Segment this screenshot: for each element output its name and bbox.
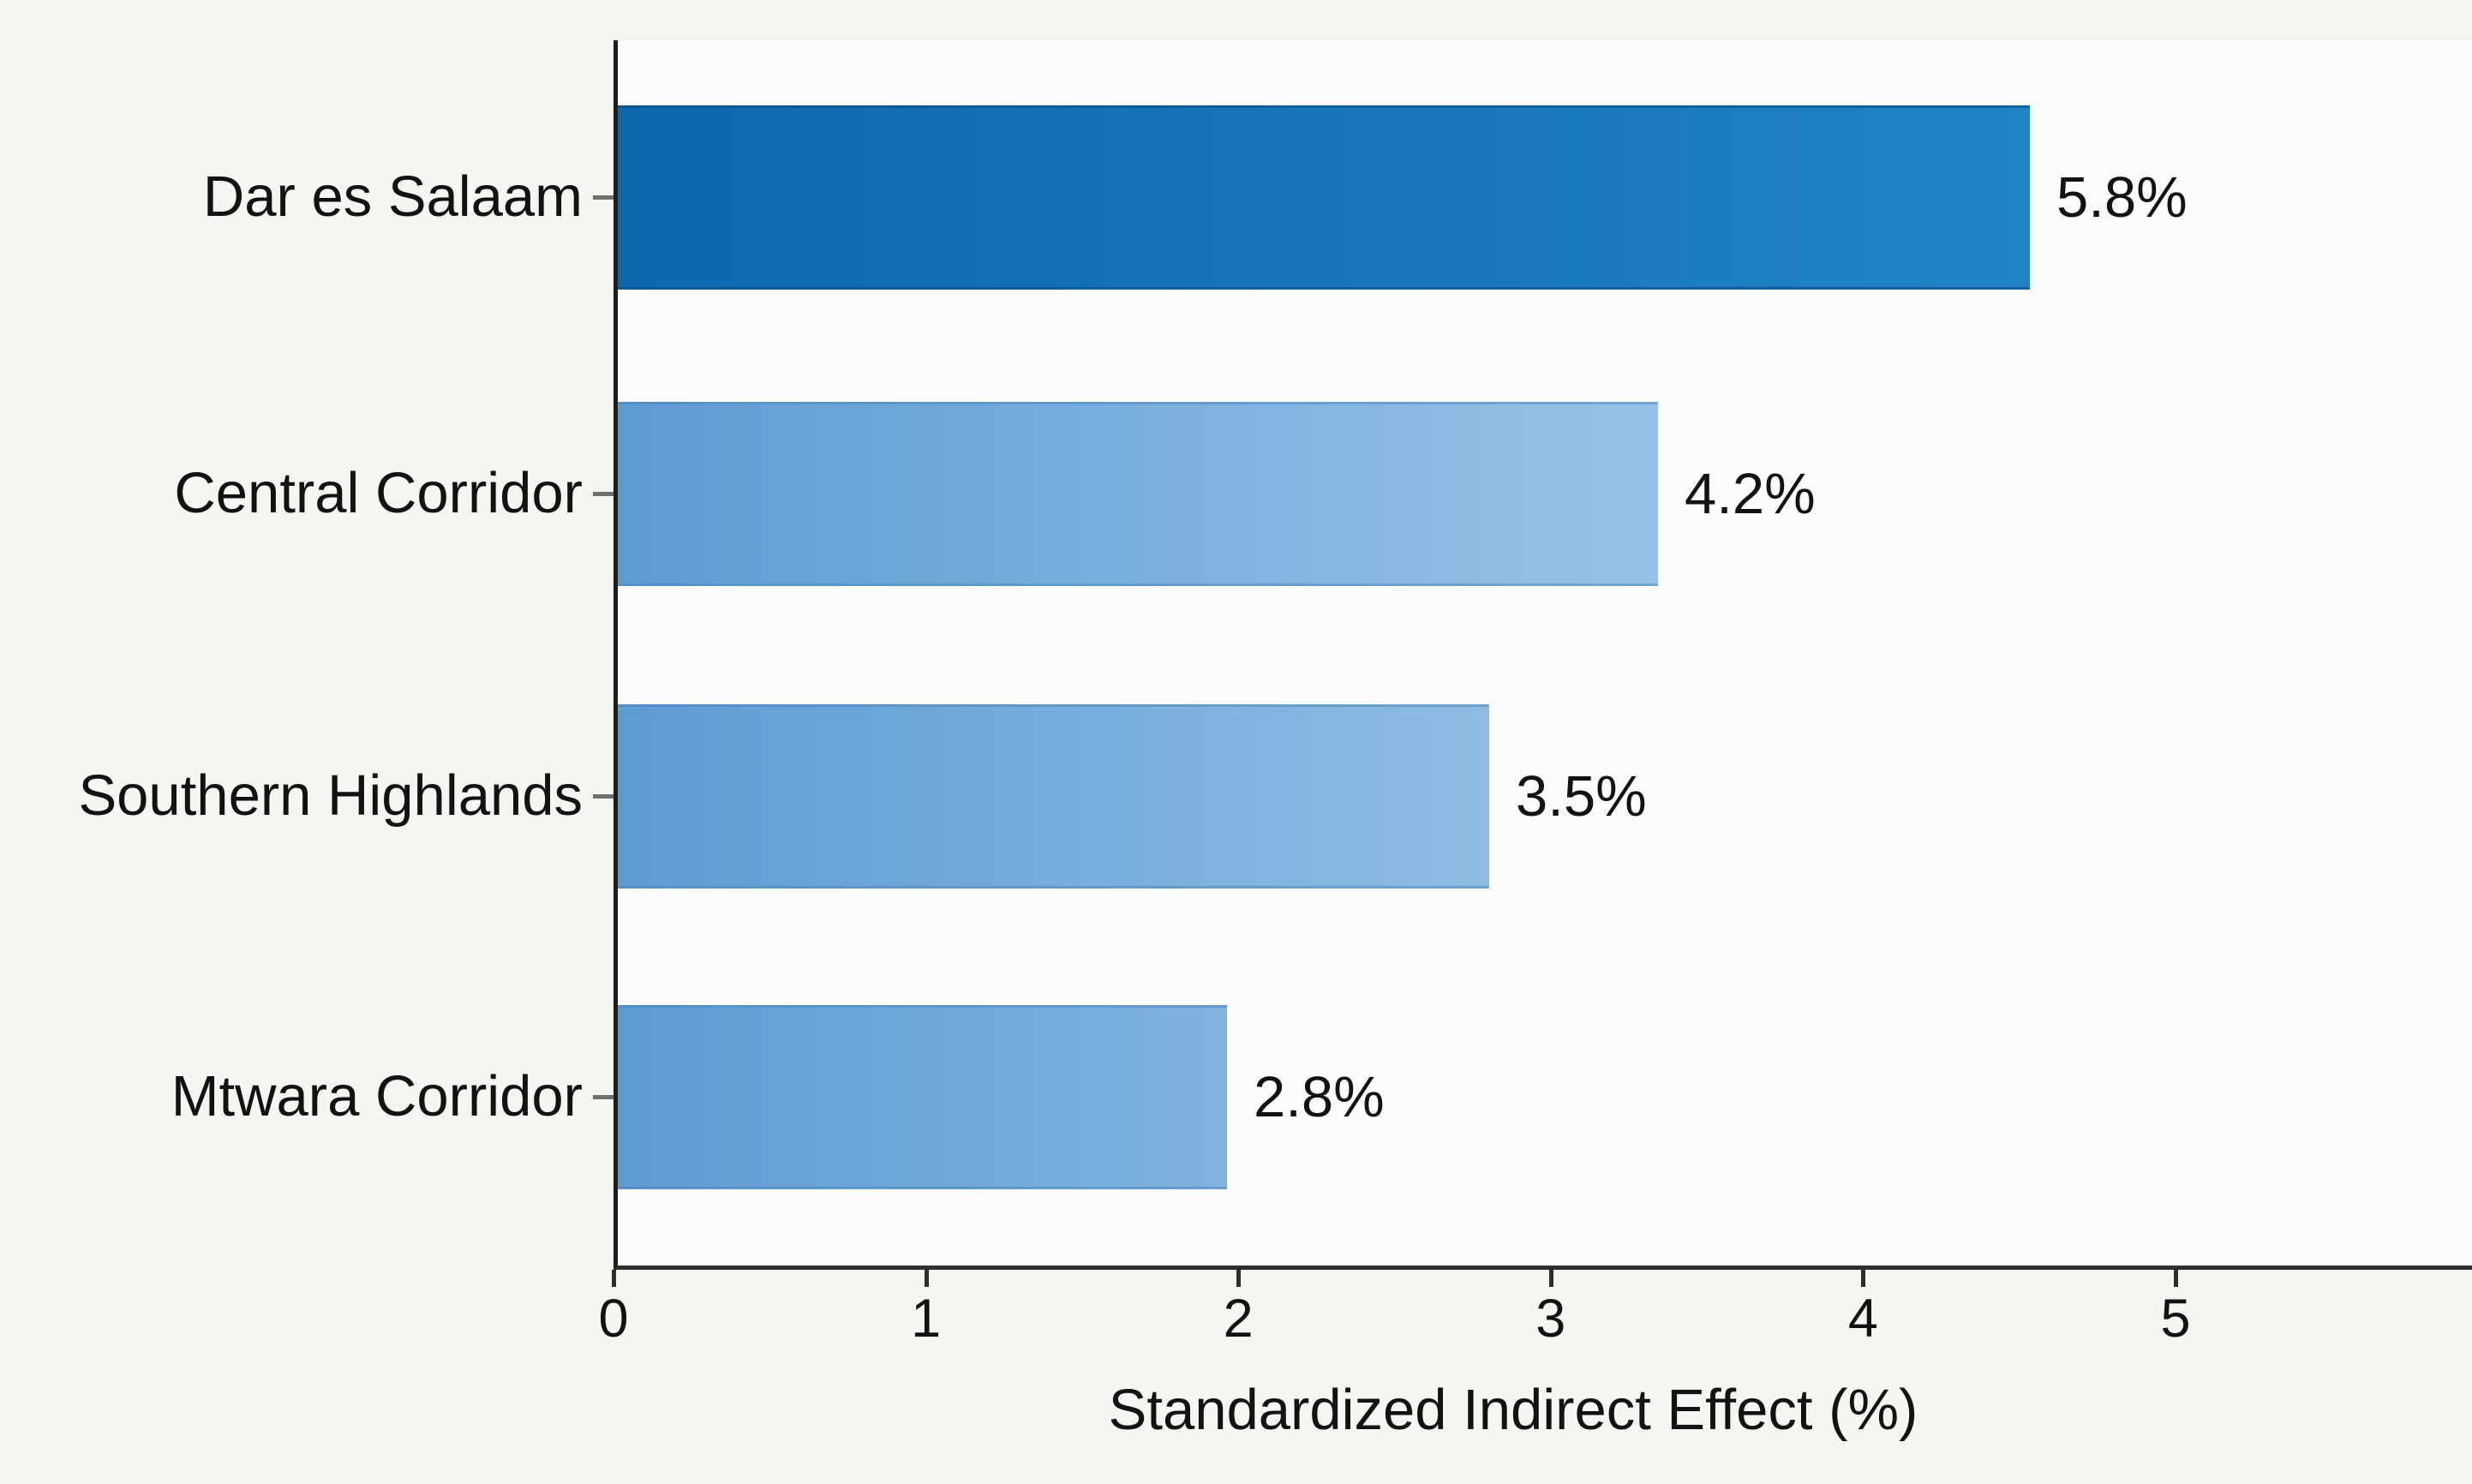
x-tick-label: 3 [1535, 1289, 1566, 1349]
x-tick-mark [612, 1270, 616, 1287]
y-tick-mark [593, 794, 614, 799]
x-tick-label: 0 [598, 1289, 629, 1349]
x-tick-mark [1548, 1270, 1553, 1287]
x-tick-label: 4 [1847, 1289, 1878, 1349]
category-label: Southern Highlands [78, 763, 583, 828]
y-tick-mark [593, 1095, 614, 1099]
bar-value-label: 4.2% [1685, 462, 1816, 526]
x-tick-label: 1 [911, 1289, 942, 1349]
bar-value-label: 3.5% [1516, 764, 1647, 829]
x-tick-label: 5 [2160, 1289, 2191, 1349]
y-tick-mark [593, 492, 614, 496]
category-label: Mtwara Corridor [171, 1064, 583, 1128]
x-tick-mark [2174, 1270, 2178, 1287]
y-tick-mark [593, 195, 614, 200]
bar-value-label: 2.8% [1254, 1065, 1385, 1129]
plot-area [614, 40, 2472, 1270]
category-label: Central Corridor [174, 461, 583, 525]
bar [618, 703, 1489, 889]
bar [618, 401, 1658, 586]
x-tick-mark [1861, 1270, 1866, 1287]
x-tick-label: 2 [1223, 1289, 1254, 1349]
x-tick-mark [1236, 1270, 1242, 1287]
bar [618, 1004, 1227, 1189]
x-tick-mark [924, 1270, 929, 1287]
bar-value-label: 5.8% [2056, 165, 2188, 230]
x-axis-title: Standardized Indirect Effect (%) [1108, 1378, 1918, 1442]
category-label: Dar es Salaam [202, 165, 583, 229]
bar [618, 105, 2030, 290]
